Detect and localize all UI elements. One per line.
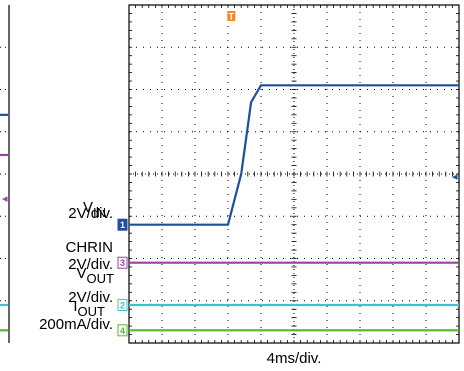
channel-scale-chrin: 2V/div. <box>68 256 113 273</box>
right-edge-marker: ◂ <box>452 170 458 183</box>
channel-labels: 1VIN2V/div.3CHRIN2V/div.2VOUT2V/div.4IOU… <box>39 199 128 337</box>
trigger-marker-label: T <box>229 12 235 22</box>
channel-badge-number: 4 <box>120 326 125 336</box>
scope-screen: T◂ <box>128 4 460 344</box>
channel-name-chrin: CHRIN <box>66 239 114 256</box>
grid <box>128 4 460 344</box>
left-partial-screen: ◂ <box>0 5 10 343</box>
channel-scale-iout: 200mA/div. <box>39 316 113 333</box>
markers: T◂ <box>227 11 458 183</box>
channel-name-vin: VIN <box>83 199 106 220</box>
channel-scale-vout: 2V/div. <box>68 289 113 306</box>
channel-badge-number: 3 <box>120 258 125 268</box>
channel-name-vout: VOUT <box>77 265 115 286</box>
channel-scale-vin: 2V/div. <box>68 205 113 222</box>
left-marker: ◂ <box>2 192 8 205</box>
channel-badge-iout <box>117 324 128 337</box>
trigger-marker <box>227 11 236 21</box>
channel-badge-vout <box>117 298 128 311</box>
trace-vin <box>129 84 459 226</box>
channel-badge-chrin <box>117 256 128 269</box>
x-axis-label: 4ms/div. <box>267 350 322 367</box>
channel-badge-number: 2 <box>120 300 125 310</box>
channel-badge-number: 1 <box>120 220 125 230</box>
traces <box>129 84 459 332</box>
channel-name-iout: IOUT <box>73 298 105 319</box>
channel-badge-vin <box>117 218 128 231</box>
